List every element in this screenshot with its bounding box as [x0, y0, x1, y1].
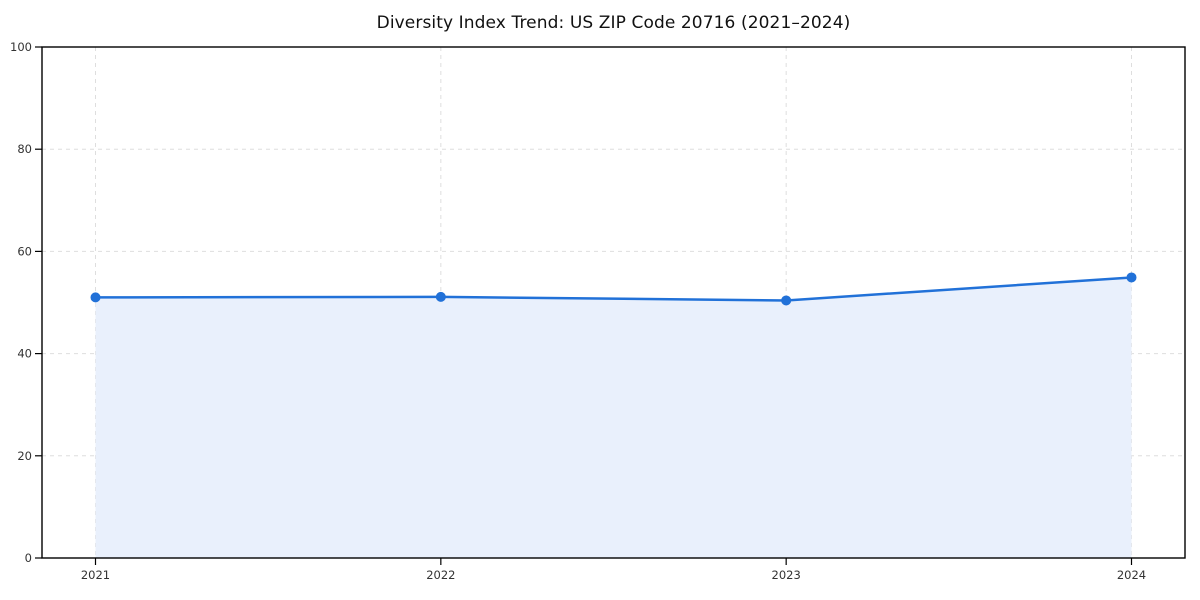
data-point: [1126, 272, 1137, 283]
trend-line: [94, 276, 1133, 302]
data-point: [90, 292, 101, 303]
y-tick-label: 0: [25, 551, 32, 565]
area-fill: [95, 277, 1132, 558]
y-tick-label: 60: [17, 244, 32, 258]
y-tick-label: 20: [17, 449, 32, 463]
plot-border: [41, 46, 1186, 559]
x-tick-label: 2021: [81, 568, 110, 582]
x-tick-label: 2023: [772, 568, 801, 582]
x-tick-label: 2024: [1117, 568, 1146, 582]
data-point: [435, 291, 446, 302]
chart-title: Diversity Index Trend: US ZIP Code 20716…: [376, 13, 851, 33]
y-tick-label: 80: [17, 142, 32, 156]
y-tick-label: 100: [10, 40, 32, 54]
data-point: [781, 295, 792, 306]
y-tick-label: 40: [17, 347, 32, 361]
x-tick-label: 2022: [426, 568, 455, 582]
